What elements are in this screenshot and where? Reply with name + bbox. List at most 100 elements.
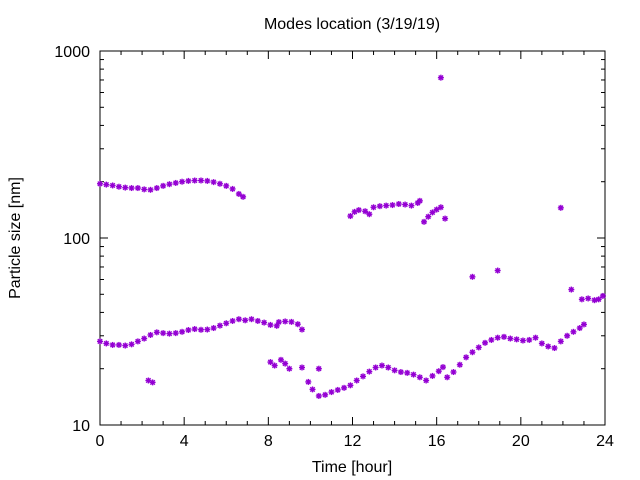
data-point: [275, 319, 282, 326]
x-axis: 0 4 8 12 16 20 24: [96, 51, 614, 450]
data-point: [286, 365, 293, 372]
data-point: [435, 368, 442, 375]
data-point: [147, 331, 154, 338]
data-point: [355, 207, 362, 214]
x-tick-label: 16: [428, 433, 446, 450]
data-point: [442, 215, 449, 222]
data-point: [248, 316, 255, 323]
data-point: [204, 177, 211, 184]
data-point: [366, 368, 373, 375]
data-point: [288, 318, 295, 325]
data-point: [103, 340, 110, 347]
data-point: [494, 267, 501, 274]
data-point: [532, 334, 539, 341]
data-point: [551, 345, 558, 352]
data-point: [416, 374, 423, 381]
data-point: [568, 286, 575, 293]
data-point: [385, 364, 392, 371]
data-point: [122, 342, 129, 349]
data-point: [322, 391, 329, 398]
data-point: [115, 341, 122, 348]
x-axis-label: Time [hour]: [312, 459, 392, 476]
x-tick-label: 0: [96, 433, 105, 450]
data-point: [378, 362, 385, 369]
data-point: [389, 202, 396, 209]
data-point: [179, 328, 186, 335]
data-point: [282, 360, 289, 367]
data-point: [557, 204, 564, 211]
data-point: [128, 341, 135, 348]
x-tick-label: 8: [264, 433, 273, 450]
data-point: [160, 330, 167, 337]
data-point: [404, 369, 411, 376]
data-point: [526, 336, 533, 343]
data-point: [97, 180, 103, 187]
data-point: [315, 365, 322, 372]
data-point: [185, 177, 192, 184]
y-tick-label: 1000: [54, 44, 90, 61]
data-point: [309, 386, 316, 393]
data-point: [370, 204, 377, 211]
data-point: [153, 329, 160, 336]
data-point: [282, 318, 289, 325]
data-point: [134, 338, 141, 345]
data-point: [240, 193, 247, 200]
data-point: [115, 183, 122, 190]
data-point: [172, 330, 179, 337]
data-point: [149, 379, 156, 386]
data-point: [439, 364, 446, 371]
data-point: [456, 361, 463, 368]
data-point: [122, 184, 129, 191]
data-point: [294, 321, 301, 328]
data-point: [97, 338, 103, 345]
data-point: [216, 180, 223, 187]
data-point: [242, 317, 249, 324]
data-point: [501, 333, 507, 340]
data-point: [185, 327, 192, 334]
data-point: [421, 218, 428, 225]
data-point: [383, 202, 390, 209]
data-point: [223, 320, 230, 327]
data-point: [305, 378, 312, 385]
y-axis: 10 100 1000: [54, 44, 605, 435]
data-point: [595, 296, 602, 303]
data-point: [402, 201, 409, 208]
chart-title: Modes location (3/19/19): [264, 16, 440, 33]
data-point: [328, 389, 335, 396]
data-point: [423, 377, 430, 384]
data-point: [223, 182, 230, 189]
data-point: [395, 200, 402, 207]
data-point: [519, 337, 526, 344]
data-point: [204, 326, 211, 333]
data-point: [141, 186, 148, 193]
x-tick-label: 24: [596, 433, 614, 450]
data-point: [372, 364, 379, 371]
data-point: [254, 317, 261, 324]
data-point: [160, 182, 167, 189]
data-point: [299, 326, 305, 333]
data-point: [545, 343, 552, 350]
y-axis-label: Particle size [nm]: [7, 177, 24, 299]
data-point: [463, 354, 470, 361]
data-point: [277, 356, 284, 363]
data-point: [271, 362, 278, 369]
data-point: [513, 336, 520, 343]
data-point: [229, 317, 236, 324]
data-point: [585, 295, 592, 302]
data-point: [235, 190, 242, 197]
y-tick-label: 100: [63, 231, 90, 248]
data-point: [408, 202, 415, 209]
data-point: [576, 325, 583, 332]
data-point: [475, 344, 482, 351]
data-point: [109, 182, 116, 189]
data-point: [397, 369, 404, 376]
data-point: [570, 328, 577, 335]
data-point: [599, 292, 606, 299]
data-point: [362, 208, 369, 215]
data-point: [353, 377, 360, 384]
data-point: [267, 321, 274, 328]
data-point: [179, 178, 186, 185]
data-point: [580, 321, 587, 328]
data-point: [482, 339, 489, 346]
data-point: [172, 179, 179, 186]
